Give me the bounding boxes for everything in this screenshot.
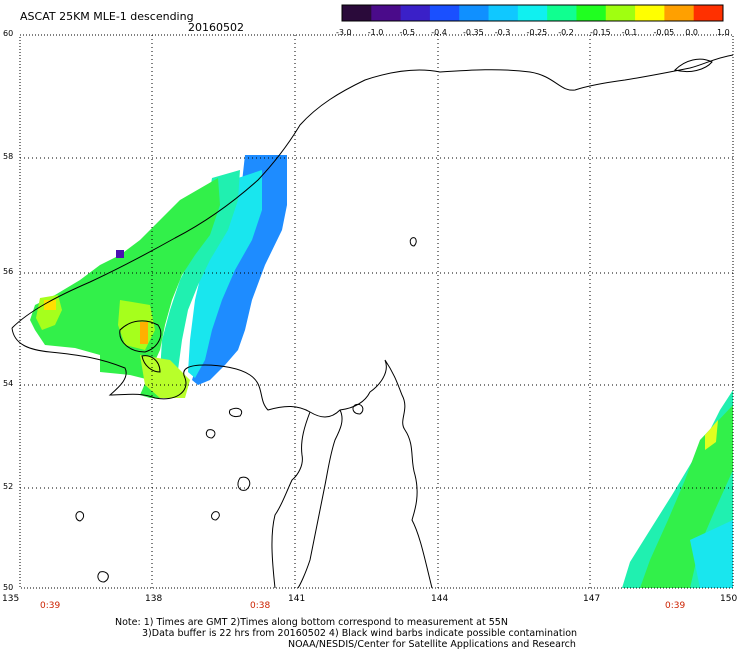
- colorbar-segment: [635, 5, 665, 21]
- graticule: [20, 35, 733, 588]
- time-label: 0:38: [250, 601, 270, 611]
- note-line-1: Note: 1) Times are GMT 2)Times along bot…: [115, 617, 508, 628]
- swath-se-yellow: [705, 420, 718, 450]
- colorbar-segment: [664, 5, 695, 21]
- colorbar-segment: [488, 5, 519, 21]
- colorbar-label: 0.0: [685, 28, 698, 37]
- colorbar-frame: [341, 4, 724, 22]
- swath-band-cyan: [188, 170, 262, 378]
- data-swath-north: [30, 155, 287, 398]
- swath-se-cyan: [690, 520, 733, 588]
- lon-label: 141: [288, 594, 305, 604]
- coastline-mainland-east: [271, 411, 311, 589]
- island-4: [211, 511, 220, 521]
- colorbar-label: -0.4: [431, 28, 447, 37]
- island-6: [97, 571, 109, 583]
- colorbar-label: -0.25: [527, 28, 548, 37]
- data-swath-southeast: [622, 390, 733, 588]
- coastlines: [11, 54, 734, 589]
- map-title: ASCAT 25KM MLE-1 descending: [20, 10, 194, 23]
- colorbar-label: -3.0: [336, 28, 352, 37]
- colorbar-label: -0.1: [622, 28, 638, 37]
- island-7: [352, 403, 364, 415]
- coastline-peninsula-2: [141, 355, 161, 373]
- lat-label: 54: [3, 379, 13, 388]
- lat-label: 56: [3, 267, 13, 276]
- colorbar-label: -1.0: [368, 28, 384, 37]
- time-label: 0:39: [665, 601, 685, 611]
- longitude-labels: 135 138 141 144 147 150: [2, 594, 737, 604]
- lon-label: 147: [583, 594, 600, 604]
- lat-label: 60: [3, 29, 13, 38]
- swath-se-green: [640, 405, 733, 588]
- lat-label: 50: [3, 583, 13, 592]
- colorbar-labels: -3.0 -1.0 -0.5 -0.4 -0.35 -0.3 -0.25 -0.2 -0.15 -…: [336, 28, 730, 37]
- swath-cell-violet: [116, 250, 124, 258]
- colorbar-label: -0.3: [495, 28, 511, 37]
- swath-band-green: [30, 178, 220, 398]
- time-label: 0:39: [40, 601, 60, 611]
- lat-label: 58: [3, 152, 13, 161]
- colorbar-segment: [547, 5, 577, 21]
- colorbar-label: -0.15: [590, 28, 611, 37]
- map-date: 20160502: [188, 21, 244, 34]
- colorbar-label: 1.0: [717, 28, 730, 37]
- coastline-sakhalin-west: [297, 409, 343, 589]
- time-labels: 0:39 0:38 0:39: [40, 601, 685, 611]
- swath-band-blue: [192, 155, 287, 385]
- map-panel: [11, 34, 734, 589]
- colorbar-label: -0.05: [654, 28, 675, 37]
- note-line-2: 3)Data buffer is 22 hrs from 20160502 4)…: [142, 628, 577, 639]
- swath-band-teal: [160, 170, 240, 390]
- island-2: [205, 429, 216, 439]
- lon-label: 150: [720, 594, 737, 604]
- latitude-labels: 60 58 56 54 52 50: [3, 29, 13, 592]
- colorbar-label: -0.2: [558, 28, 574, 37]
- swath-cell-orange: [140, 322, 148, 344]
- colorbar-segment: [400, 5, 431, 21]
- colorbar-segment: [371, 5, 402, 21]
- colorbar-segment: [342, 5, 372, 21]
- swath-cell-yellow: [44, 300, 56, 310]
- colorbar-label: -0.35: [463, 28, 484, 37]
- island-5: [75, 511, 85, 522]
- note-line-3: NOAA/NESDIS/Center for Satellite Applica…: [288, 639, 576, 650]
- island-3: [237, 476, 251, 491]
- lon-label: 135: [2, 594, 19, 604]
- colorbar-segment: [693, 5, 724, 21]
- colorbar: [341, 4, 724, 22]
- coastline-north: [11, 54, 734, 329]
- coastline-island: [674, 58, 713, 73]
- lat-label: 52: [3, 482, 13, 491]
- colorbar-segment: [605, 5, 636, 21]
- coastline-peninsula: [119, 320, 162, 353]
- lon-label: 138: [145, 594, 162, 604]
- lon-label: 144: [431, 594, 448, 604]
- colorbar-label: -0.5: [400, 28, 416, 37]
- coastline-main: [11, 327, 433, 589]
- colorbar-segment: [429, 5, 460, 21]
- island-8: [409, 237, 417, 247]
- colorbar-segment: [459, 5, 490, 21]
- colorbar-segment: [517, 5, 548, 21]
- colorbar-segment: [576, 5, 607, 21]
- island-1: [229, 407, 243, 417]
